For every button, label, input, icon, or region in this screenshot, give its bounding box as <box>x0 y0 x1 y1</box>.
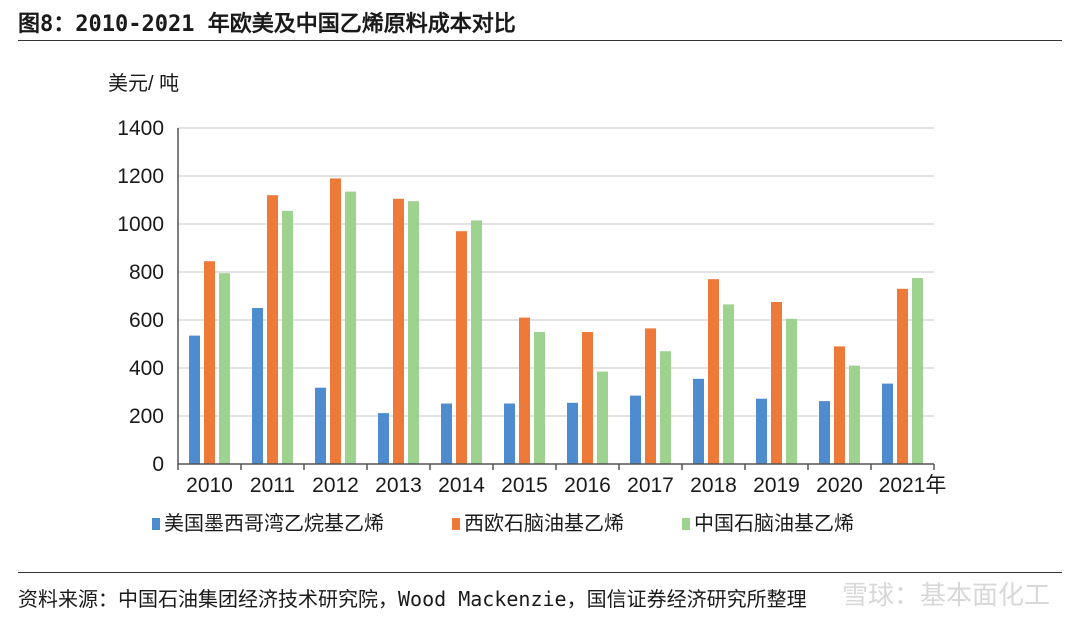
y-tick-label: 200 <box>129 405 164 428</box>
bar-2016-s0 <box>567 402 578 464</box>
x-tick-label: 2019 <box>753 474 800 497</box>
bars <box>189 178 923 465</box>
bar-2020-s0 <box>819 401 830 464</box>
y-tick-label: 1200 <box>117 165 164 188</box>
y-tick-label: 600 <box>129 309 164 332</box>
bar-2021-s0 <box>882 383 893 464</box>
bar-chart: 美元/ 吨 0 200 400 600 800 1000 1200 1400 2010 2011 20… <box>108 72 946 535</box>
bar-2014-s2 <box>471 220 482 464</box>
bar-2012-s2 <box>345 191 356 464</box>
bar-2020-s2 <box>849 365 860 464</box>
title-divider <box>18 40 1062 41</box>
y-tick-label: 400 <box>129 357 164 380</box>
y-tick-label: 1400 <box>117 117 164 140</box>
figure-title: 图8：2010-2021 年欧美及中国乙烯原料成本对比 <box>18 12 516 37</box>
bar-2019-s1 <box>771 302 782 464</box>
bar-2019-s2 <box>786 318 797 464</box>
x-tick-label: 2016 <box>564 474 611 497</box>
x-tick-label: 2011 <box>250 474 295 497</box>
bar-2017-s1 <box>645 328 656 464</box>
legend-swatch <box>682 518 690 530</box>
grid-lines <box>178 127 934 417</box>
x-tick-label: 2015 <box>501 474 548 497</box>
bar-2018-s1 <box>708 279 719 464</box>
bar-2021-s2 <box>912 278 923 464</box>
bar-2014-s1 <box>456 231 467 464</box>
axes: 美元/ 吨 0 200 400 600 800 1000 1200 1400 2010 2011 20… <box>108 72 946 497</box>
bar-2013-s2 <box>408 201 419 464</box>
legend-swatch <box>152 518 160 530</box>
x-tick-label: 2012 <box>312 474 359 497</box>
legend-swatch <box>452 518 460 530</box>
bar-2015-s2 <box>534 332 545 464</box>
x-tick-label: 2021年 <box>879 474 947 497</box>
bar-2012-s1 <box>330 178 341 464</box>
bar-2011-s2 <box>282 210 293 464</box>
bar-2015-s0 <box>504 403 515 464</box>
x-tick-label: 2010 <box>186 474 233 497</box>
bar-2010-s0 <box>189 335 200 464</box>
y-tick-label: 800 <box>129 261 164 284</box>
bar-2011-s1 <box>267 195 278 464</box>
bar-2018-s0 <box>693 378 704 464</box>
y-tick-label: 1000 <box>117 213 164 236</box>
bar-2021-s1 <box>897 288 908 464</box>
bar-2015-s1 <box>519 317 530 464</box>
bar-2016-s1 <box>582 332 593 464</box>
legend-label: 西欧石脑油基乙烯 <box>464 512 624 535</box>
bar-2014-s0 <box>441 403 452 464</box>
y-tick-label: 0 <box>152 453 164 476</box>
bar-2010-s1 <box>204 261 215 464</box>
legend-label: 中国石脑油基乙烯 <box>694 512 854 535</box>
x-tick-label: 2014 <box>438 474 485 497</box>
bar-2013-s1 <box>393 198 404 465</box>
bar-2017-s0 <box>630 395 641 464</box>
bar-2011-s0 <box>252 308 263 464</box>
source-divider <box>18 572 1062 573</box>
watermark: 雪球：基本面化工 <box>841 581 1050 611</box>
source-note: 资料来源：中国石油集团经济技术研究院，Wood Mackenzie，国信证券经济… <box>18 587 807 611</box>
legend: 美国墨西哥湾乙烷基乙烯 西欧石脑油基乙烯 中国石脑油基乙烯 <box>152 512 854 535</box>
x-tick-label: 2020 <box>816 474 863 497</box>
bar-2018-s2 <box>723 304 734 464</box>
bar-2013-s0 <box>378 413 389 464</box>
x-tick-label: 2013 <box>375 474 422 497</box>
bar-2020-s1 <box>834 346 845 464</box>
y-axis-label: 美元/ 吨 <box>108 72 179 95</box>
bar-2017-s2 <box>660 351 671 464</box>
bar-2010-s2 <box>219 273 230 464</box>
bar-2016-s2 <box>597 371 608 464</box>
bar-2012-s0 <box>315 387 326 464</box>
legend-label: 美国墨西哥湾乙烷基乙烯 <box>164 512 384 535</box>
bar-2019-s0 <box>756 398 767 464</box>
x-tick-label: 2018 <box>690 474 737 497</box>
x-tick-label: 2017 <box>627 474 674 497</box>
